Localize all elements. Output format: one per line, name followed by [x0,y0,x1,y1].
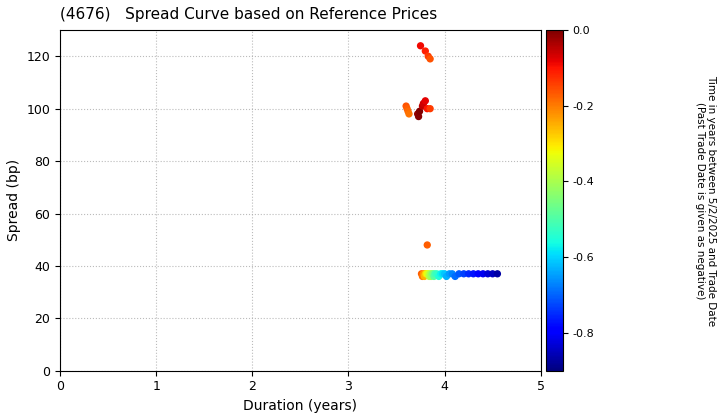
Point [446,270,458,277]
Point [492,270,503,277]
X-axis label: Duration (years): Duration (years) [243,399,357,413]
Point [429,270,441,277]
Point [423,53,434,60]
Y-axis label: Time in years between 5/2/2025 and Trade Date
(Past Trade Date is given as negat: Time in years between 5/2/2025 and Trade… [695,75,716,326]
Point [482,270,493,277]
Point [402,108,414,115]
Y-axis label: Spread (bp): Spread (bp) [7,159,21,242]
Point [420,47,431,54]
Point [426,273,437,280]
Point [420,270,432,277]
Point [438,270,450,277]
Point [415,42,426,49]
Point [418,100,429,107]
Point [435,270,446,277]
Point [420,270,431,277]
Point [413,113,424,120]
Point [477,270,489,277]
Point [428,273,440,280]
Point [403,110,415,117]
Point [444,270,455,277]
Point [458,270,469,277]
Point [424,105,436,112]
Point [427,270,438,277]
Point [412,110,423,117]
Point [415,270,427,277]
Point [433,273,444,280]
Point [418,273,430,280]
Point [420,97,431,104]
Point [487,270,498,277]
Point [424,270,436,277]
Point [424,55,436,62]
Point [453,270,464,277]
Point [463,270,474,277]
Point [421,270,433,277]
Point [414,108,426,115]
Point [426,270,438,277]
Point [437,270,449,277]
Point [417,103,428,110]
Text: (4676)   Spread Curve based on Reference Prices: (4676) Spread Curve based on Reference P… [60,7,437,22]
Point [423,273,435,280]
Point [449,273,461,280]
Point [472,270,484,277]
Point [467,270,479,277]
Point [401,105,413,112]
Point [400,103,412,110]
Point [423,270,434,277]
Point [417,273,428,280]
Point [418,270,429,277]
Point [421,105,433,112]
Point [441,273,452,280]
Point [431,270,443,277]
Point [421,241,433,248]
